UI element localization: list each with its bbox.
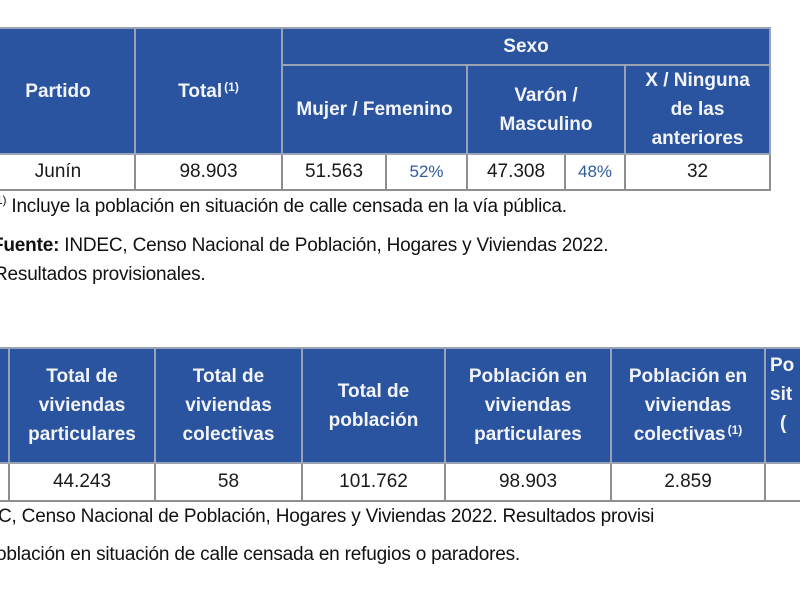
header-sexo-group: Sexo xyxy=(280,27,772,66)
source-note: Fuente: INDEC, Censo Nacional de Poblaci… xyxy=(0,235,609,257)
cell-poblacion-total: 101.762 xyxy=(301,462,446,502)
cell-x-ninguna: 32 xyxy=(623,153,772,191)
cell-varon-pct: 48% xyxy=(564,153,626,191)
header-mujer: Mujer / Femenino xyxy=(281,64,468,155)
source-note-2: C, Censo Nacional de Población, Hogares … xyxy=(0,506,655,527)
header-x-ninguna: X / Ninguna de las anteriores xyxy=(623,64,772,155)
cell-total: 98.903 xyxy=(134,153,283,191)
footnote-marker: 1) xyxy=(0,193,7,207)
table-row: Junín 98.903 51.563 52% 47.308 48% 32 xyxy=(0,153,772,191)
footnote-refugios: oblación en situación de calle censada e… xyxy=(0,544,520,565)
header-total-viviendas-colectivas: Total de viviendas colectivas xyxy=(154,347,303,464)
cell-varon: 47.308 xyxy=(466,153,566,191)
cell-partido: Junín xyxy=(0,153,136,191)
population-by-sex-table: Partido Total (1) Sexo Mujer / Femenino V… xyxy=(0,27,772,191)
cell-mujer-pct: 52% xyxy=(385,153,468,191)
cell-poblacion-particulares: 98.903 xyxy=(444,462,612,502)
cell-viviendas-particulares: 44.243 xyxy=(8,462,156,502)
header-poblacion-viviendas-colectivas: Población en viviendas colectivas (1) xyxy=(610,347,766,464)
cell-partido-partial xyxy=(0,462,10,502)
header-total: Total (1) xyxy=(134,27,283,155)
header-total-poblacion: Total de población xyxy=(301,347,446,464)
cell-viviendas-colectivas: 58 xyxy=(154,462,303,502)
footnote-ref: (1) xyxy=(727,423,743,437)
cell-poblacion-colectivas: 2.859 xyxy=(610,462,766,502)
header-partido: Partido xyxy=(0,27,136,155)
footnote-via-publica: 1) Incluye la población en situación de … xyxy=(0,193,567,218)
table-row: 44.243 58 101.762 98.903 2.859 xyxy=(0,462,800,502)
header-poblacion-viviendas-particulares: Población en viviendas particulares xyxy=(444,347,612,464)
cell-mujer: 51.563 xyxy=(281,153,387,191)
header-varon: Varón / Masculino xyxy=(466,64,626,155)
source-label: Fuente: xyxy=(0,235,60,256)
header-poblacion-situacion-calle: Po sit ( xyxy=(764,347,800,464)
header-partido-partial xyxy=(0,347,10,464)
source-note-line2: Resultados provisionales. xyxy=(0,264,206,285)
footnote-ref: (1) xyxy=(224,79,239,94)
cell-poblacion-calle xyxy=(764,462,800,502)
housing-population-table: Total de viviendas particulares Total de… xyxy=(0,347,800,502)
header-total-viviendas-particulares: Total de viviendas particulares xyxy=(8,347,156,464)
